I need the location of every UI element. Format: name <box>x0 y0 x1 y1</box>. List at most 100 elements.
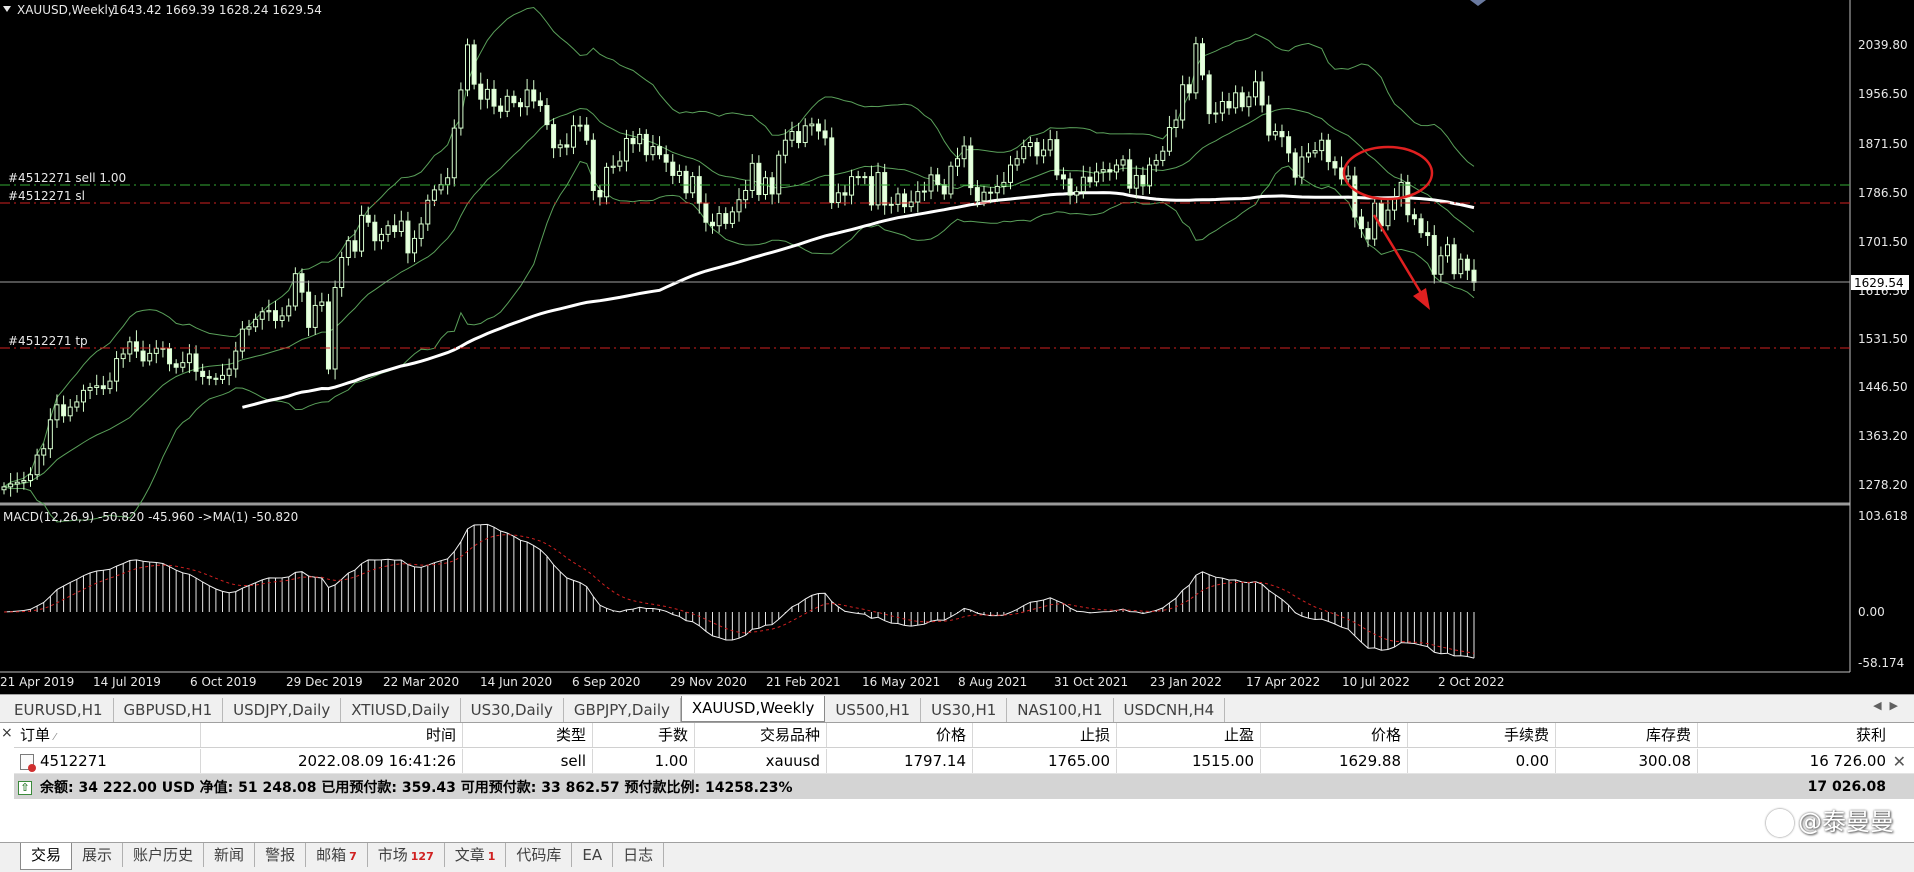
chart-menu-triangle-icon[interactable] <box>3 6 11 12</box>
bull-candle <box>577 124 583 127</box>
chart-shift-marker-icon[interactable] <box>1470 0 1486 6</box>
tab-trade[interactable]: 交易 <box>20 843 73 870</box>
tab-us30-h1[interactable]: US30,H1 <box>921 698 1008 722</box>
col-swap[interactable]: 库存费 <box>1556 723 1698 747</box>
order-stop-loss[interactable]: 1765.00 <box>973 749 1117 773</box>
order-take-profit[interactable]: 1515.00 <box>1117 749 1261 773</box>
bear-candle <box>1239 92 1245 108</box>
macd-histogram <box>3 523 1475 659</box>
bull-candle <box>862 176 868 179</box>
bull-candle <box>259 311 265 320</box>
bull-candle <box>1027 142 1033 148</box>
col-time[interactable]: 时间 <box>201 723 463 747</box>
bear-candle <box>1054 139 1060 176</box>
bull-candle <box>1094 171 1100 183</box>
bear-candle <box>855 176 861 179</box>
col-profit[interactable]: 获利 <box>1855 726 1886 744</box>
tab-alerts[interactable]: 警报 <box>255 843 307 867</box>
bull-candle <box>418 223 424 239</box>
tab-gbpjpy-daily[interactable]: GBPJPY,Daily <box>564 698 681 722</box>
col-stop-loss[interactable]: 止损 <box>973 723 1117 747</box>
tab-gbpusd-h1[interactable]: GBPUSD,H1 <box>114 698 224 722</box>
bull-candle <box>749 162 755 191</box>
tab-account-history[interactable]: 账户历史 <box>123 843 205 867</box>
bull-candle <box>1345 175 1351 180</box>
chart-symbol-label: XAUUSD,Weekly <box>17 3 115 17</box>
bull-candle <box>239 328 245 352</box>
tab-articles-label: 文章 <box>454 846 485 864</box>
close-order-icon[interactable]: ✕ <box>1892 752 1906 771</box>
bull-candle <box>458 89 464 129</box>
bull-candle <box>610 165 616 168</box>
tab-scroll-arrows[interactable]: ◀▶ <box>1873 699 1906 712</box>
bull-candle <box>332 287 338 370</box>
bear-candle <box>551 124 557 149</box>
bull-candle <box>762 177 768 196</box>
bear-candle <box>670 161 676 176</box>
col-open-price[interactable]: 价格 <box>827 723 973 747</box>
col-order[interactable]: 订单 ⁄ <box>14 723 201 747</box>
tab-us30-daily[interactable]: US30,Daily <box>461 698 564 722</box>
bear-candle <box>1365 228 1371 240</box>
col-lots[interactable]: 手数 <box>593 723 695 747</box>
chart-ohlc-readout: 1643.42 1669.39 1628.24 1629.54 <box>112 3 322 17</box>
account-summary: ⇧ 余额: 34 222.00 USD 净值: 51 248.08 已用预付款: … <box>14 777 1694 797</box>
articles-count-badge: 1 <box>487 850 496 863</box>
date-axis[interactable]: 21 Apr 2019 14 Jul 2019 6 Oct 2019 29 De… <box>0 675 1505 689</box>
tab-usdjpy-daily[interactable]: USDJPY,Daily <box>223 698 342 722</box>
bear-candle <box>1378 202 1384 227</box>
tab-scroll-left-icon[interactable]: ◀ <box>1873 699 1890 712</box>
price-axis[interactable]: 2039.80 1956.50 1871.50 1786.50 1701.50 … <box>1851 38 1909 492</box>
col-current-price[interactable]: 价格 <box>1261 723 1408 747</box>
order-type: sell <box>463 749 593 773</box>
bull-candle <box>1272 131 1278 136</box>
bear-candle <box>868 176 874 206</box>
terminal-close-icon[interactable]: × <box>1 725 13 741</box>
col-type[interactable]: 类型 <box>463 723 593 747</box>
bull-candle <box>623 137 629 162</box>
col-order-label: 订单 <box>20 726 51 744</box>
tab-news[interactable]: 新闻 <box>204 843 256 867</box>
tab-usdcnh-h4[interactable]: USDCNH,H4 <box>1114 698 1226 722</box>
date-tick: 14 Jul 2019 <box>93 675 161 689</box>
date-tick: 16 May 2021 <box>862 675 940 689</box>
bear-candle <box>710 221 716 227</box>
bull-candle <box>226 368 232 376</box>
bear-candle <box>1140 174 1146 187</box>
col-commission[interactable]: 手续费 <box>1408 723 1556 747</box>
bear-candle <box>683 170 689 194</box>
market-count-badge: 127 <box>410 850 434 863</box>
bear-candle <box>1411 214 1417 220</box>
tab-exposure[interactable]: 展示 <box>72 843 124 867</box>
col-take-profit[interactable]: 止盈 <box>1117 723 1261 747</box>
tab-mailbox[interactable]: 邮箱 7 <box>306 843 368 867</box>
price-chart[interactable]: #4512271 sell 1.00 #4512271 sl #4512271 … <box>0 0 1914 694</box>
tab-journal[interactable]: 日志 <box>613 843 665 867</box>
tab-nas100-h1[interactable]: NAS100,H1 <box>1007 698 1114 722</box>
price-tick: 1446.50 <box>1858 380 1908 394</box>
date-tick: 31 Oct 2021 <box>1054 675 1128 689</box>
chart-canvas[interactable]: #4512271 sell 1.00 #4512271 sl #4512271 … <box>0 0 1914 694</box>
tab-experts[interactable]: EA <box>572 843 614 867</box>
tab-articles[interactable]: 文章 1 <box>445 843 507 867</box>
tab-us500-h1[interactable]: US500,H1 <box>825 698 922 722</box>
current-price-tag <box>1851 275 1909 290</box>
tab-xtiusd-daily[interactable]: XTIUSD,Daily <box>341 698 461 722</box>
tab-eurusd-h1[interactable]: EURUSD,H1 <box>4 698 114 722</box>
table-row[interactable]: 4512271 2022.08.09 16:41:26 sell 1.00 xa… <box>14 749 1914 774</box>
bull-candle <box>412 237 418 254</box>
bull-candle <box>849 176 855 196</box>
tab-code-base[interactable]: 代码库 <box>506 843 573 867</box>
price-tick: 1363.20 <box>1858 429 1908 443</box>
order-id-cell: 4512271 <box>14 749 201 773</box>
tab-market[interactable]: 市场 127 <box>368 843 445 867</box>
terminal-panel: × 订单 ⁄ 时间 类型 手数 交易品种 价格 止损 止盈 价格 手续费 库存费 … <box>0 722 1914 842</box>
tab-scroll-right-icon[interactable]: ▶ <box>1889 699 1906 712</box>
bear-candle <box>478 83 484 100</box>
macd-axis[interactable]: 103.618 0.00 -58.174 <box>1858 509 1908 670</box>
bear-candle <box>1200 43 1206 76</box>
bull-candle <box>445 177 451 186</box>
col-symbol[interactable]: 交易品种 <box>695 723 827 747</box>
tab-xauusd-weekly[interactable]: XAUUSD,Weekly <box>680 696 826 722</box>
bear-candle <box>365 214 371 223</box>
